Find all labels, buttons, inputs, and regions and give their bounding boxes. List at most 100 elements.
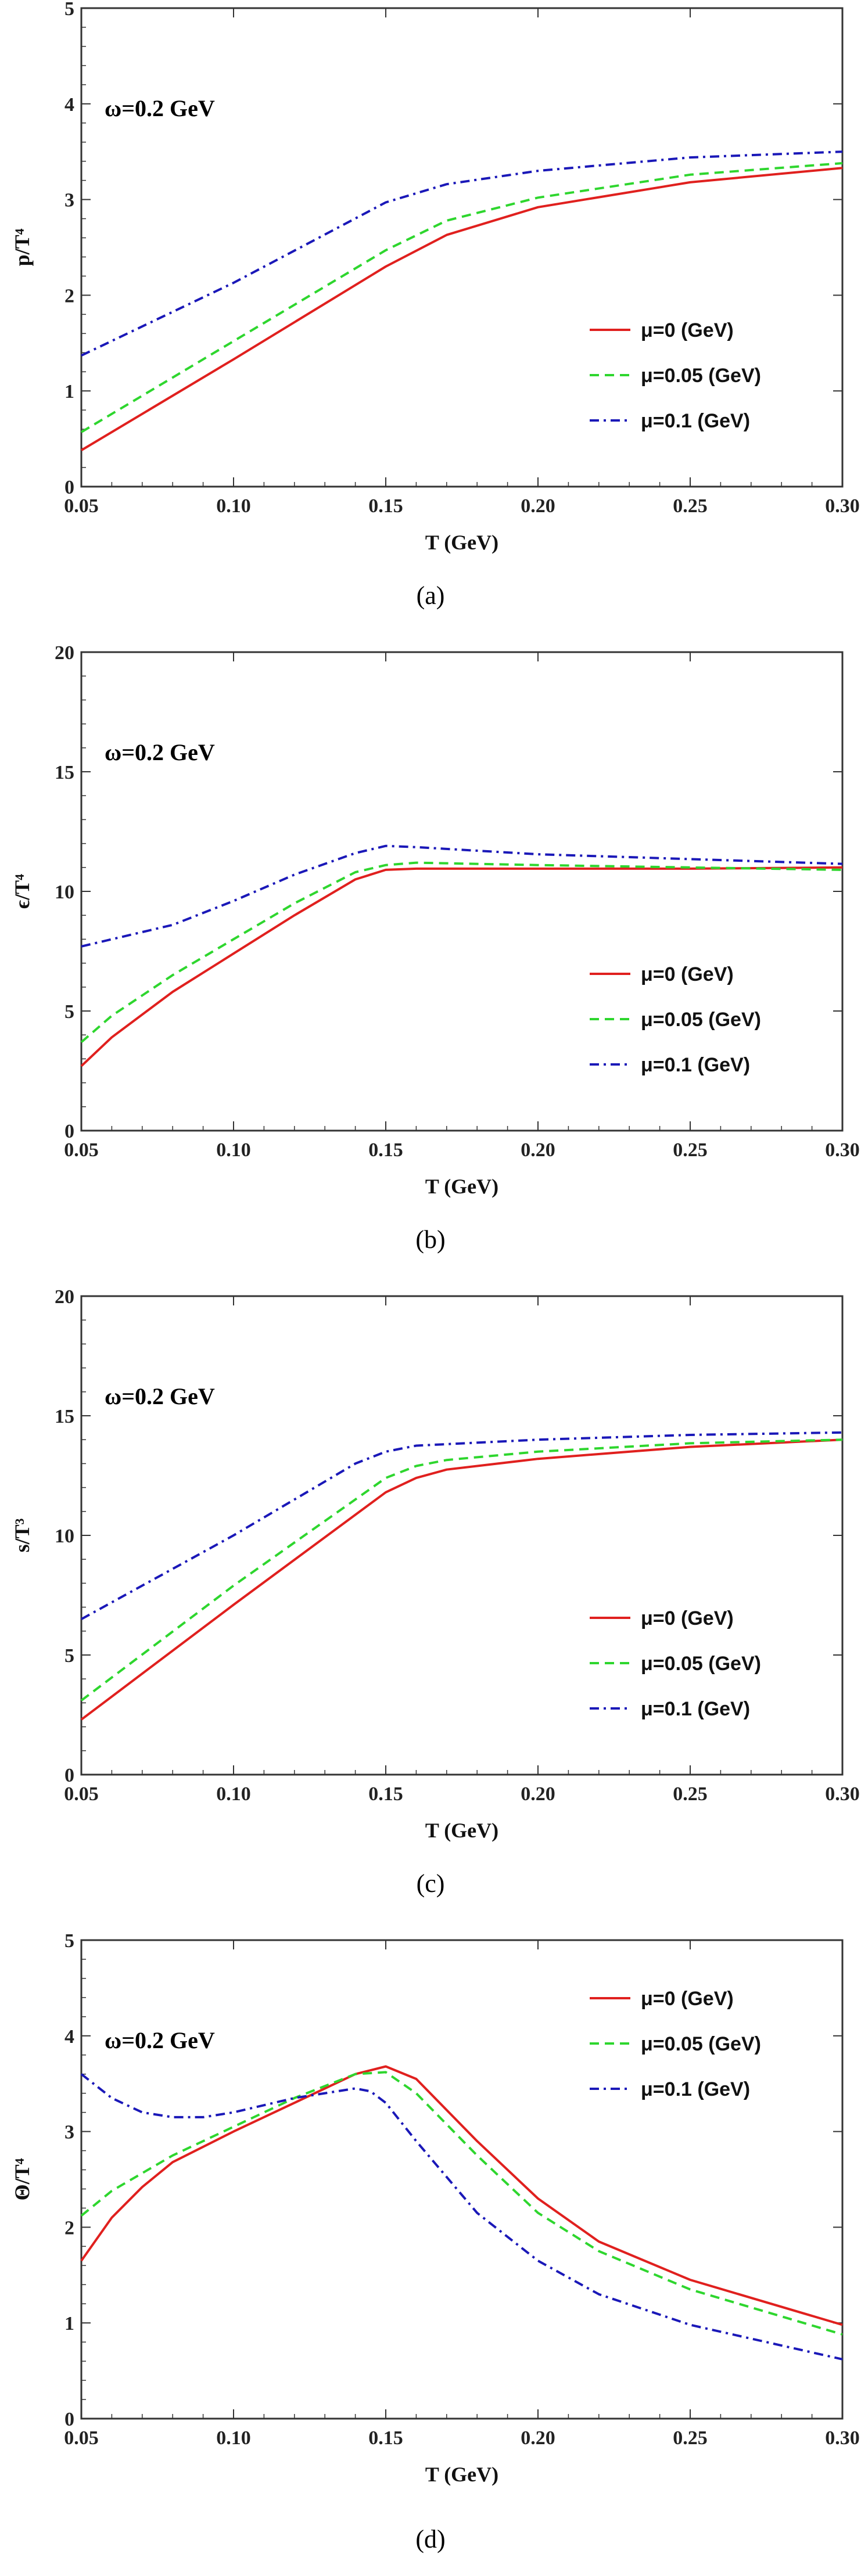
legend-label-1: μ=0 (GeV) — [641, 319, 734, 341]
chart-a: 0.05 0.10 0.15 0.20 0.25 0.30 0 1 2 3 4 5 T (GeV) p/T… — [10, 0, 860, 554]
y-tick-label: 1 — [64, 381, 74, 402]
x-tick-label: 0.20 — [521, 1139, 555, 1161]
chart-b: 0.05 0.10 0.15 0.20 0.25 0.30 0 5 10 15 20 T (GeV) ϵ… — [10, 644, 860, 1198]
x-tick-label: 0.15 — [368, 495, 403, 517]
series-line-3 — [81, 844, 843, 948]
x-tick-label: 0.10 — [216, 1783, 251, 1805]
legend-label-2: μ=0.05 (GeV) — [641, 1653, 761, 1675]
x-tick-label: 0.30 — [825, 1139, 860, 1161]
y-tick-label: 10 — [55, 1526, 74, 1547]
y-tick-label: 3 — [64, 190, 74, 211]
omega-annotation: ω=0.2 GeV — [105, 1383, 215, 1409]
legend-label-2: μ=0.05 (GeV) — [641, 1009, 761, 1031]
y-axis-label: s/T³ — [10, 1518, 34, 1552]
series-line-2 — [80, 1438, 843, 1701]
omega-annotation: ω=0.2 GeV — [105, 95, 215, 121]
y-tick-label: 5 — [64, 1645, 74, 1667]
series-line-3 — [81, 1431, 843, 1620]
x-tick-label: 0.10 — [216, 495, 251, 517]
y-tick-label: 0 — [64, 1121, 74, 1142]
y-tick-label: 1 — [64, 2313, 74, 2334]
caption-d: (d) — [415, 2525, 446, 2553]
y-tick-label: 2 — [64, 2217, 74, 2239]
y-tick-label: 2 — [64, 285, 74, 307]
x-tick-label: 0.05 — [64, 495, 99, 517]
legend-label-3: μ=0.1 (GeV) — [641, 1698, 750, 1720]
x-axis-label: T (GeV) — [425, 2463, 498, 2486]
x-axis-label: T (GeV) — [425, 1175, 498, 1198]
legend-label-2: μ=0.05 (GeV) — [641, 2033, 761, 2055]
series-line-1 — [80, 866, 843, 1067]
y-tick-label: 15 — [55, 762, 74, 783]
x-tick-label: 0.25 — [673, 495, 708, 517]
legend-label-1: μ=0 (GeV) — [641, 1988, 734, 2010]
legend: μ=0 (GeV) μ=0.05 (GeV) μ=0.1 (GeV) — [578, 1971, 810, 2111]
y-tick-label: 15 — [55, 1406, 74, 1427]
panel-d: 0.05 0.10 0.15 0.20 0.25 0.30 0 1 2 3 4 5 T (GeV) Θ/T… — [0, 1932, 861, 2576]
legend-label-3: μ=0.1 (GeV) — [641, 410, 750, 432]
x-tick-label: 0.20 — [521, 2427, 555, 2449]
y-tick-label: 4 — [64, 94, 74, 116]
panel-b: 0.05 0.10 0.15 0.20 0.25 0.30 0 5 10 15 20 T (GeV) ϵ… — [0, 644, 861, 1288]
x-tick-label: 0.25 — [673, 1139, 708, 1161]
x-tick-label: 0.25 — [673, 1783, 708, 1805]
x-tick-label: 0.15 — [368, 1783, 403, 1805]
series-line-2 — [80, 162, 843, 433]
series-line-1 — [80, 2065, 843, 2326]
x-tick-label: 0.10 — [216, 2427, 251, 2449]
x-tick-label: 0.15 — [368, 2427, 403, 2449]
x-tick-label: 0.30 — [825, 1783, 860, 1805]
y-tick-label: 3 — [64, 2122, 74, 2143]
y-axis-label: ϵ/T⁴ — [10, 874, 34, 909]
caption-a: (a) — [416, 581, 445, 610]
legend-label-1: μ=0 (GeV) — [641, 1607, 734, 1629]
y-tick-label: 10 — [55, 882, 74, 903]
x-tick-label: 0.20 — [521, 495, 555, 517]
x-tick-label: 0.05 — [64, 1783, 99, 1805]
legend-label-3: μ=0.1 (GeV) — [641, 1054, 750, 1076]
x-tick-label: 0.05 — [64, 1139, 99, 1161]
series-line-3 — [80, 2073, 843, 2361]
legend: μ=0 (GeV) μ=0.05 (GeV) μ=0.1 (GeV) — [578, 1591, 810, 1730]
x-axis-label: T (GeV) — [425, 531, 498, 554]
y-axis-label: p/T⁴ — [10, 228, 34, 266]
legend-label-2: μ=0.05 (GeV) — [641, 365, 761, 387]
x-tick-label: 0.30 — [825, 495, 860, 517]
x-tick-label: 0.25 — [673, 2427, 708, 2449]
legend: μ=0 (GeV) μ=0.05 (GeV) μ=0.1 (GeV) — [578, 303, 810, 442]
x-tick-label: 0.10 — [216, 1139, 251, 1161]
y-tick-label: 4 — [64, 2026, 74, 2048]
series-line-2 — [80, 2071, 843, 2336]
y-tick-label: 20 — [55, 1288, 74, 1308]
series-line-3 — [81, 150, 843, 357]
y-tick-label: 0 — [64, 1765, 74, 1786]
x-tick-label: 0.30 — [825, 2427, 860, 2449]
chart-d: 0.05 0.10 0.15 0.20 0.25 0.30 0 1 2 3 4 5 T (GeV) Θ/T… — [10, 1932, 860, 2486]
y-tick-label: 5 — [64, 1001, 74, 1023]
omega-annotation: ω=0.2 GeV — [105, 739, 215, 765]
y-tick-label: 5 — [64, 1932, 74, 1952]
plot-frame — [80, 7, 844, 488]
legend-label-3: μ=0.1 (GeV) — [641, 2078, 750, 2100]
y-tick-label: 0 — [64, 2409, 74, 2430]
legend-label-1: μ=0 (GeV) — [641, 963, 734, 985]
x-axis-label: T (GeV) — [425, 1819, 498, 1842]
x-tick-label: 0.05 — [64, 2427, 99, 2449]
series-line-1 — [80, 167, 843, 452]
chart-c: 0.05 0.10 0.15 0.20 0.25 0.30 0 5 10 15 20 T (GeV) s… — [10, 1288, 860, 1842]
y-tick-label: 20 — [55, 644, 74, 664]
y-tick-label: 0 — [64, 477, 74, 498]
y-axis-label: Θ/T⁴ — [10, 2158, 34, 2200]
caption-c: (c) — [416, 1869, 445, 1898]
x-tick-label: 0.15 — [368, 1139, 403, 1161]
y-tick-label: 5 — [64, 0, 74, 20]
series-line-2 — [80, 861, 843, 1044]
panel-c: 0.05 0.10 0.15 0.20 0.25 0.30 0 5 10 15 20 T (GeV) s… — [0, 1288, 861, 1932]
series-line-1 — [80, 1438, 843, 1721]
panel-a: 0.05 0.10 0.15 0.20 0.25 0.30 0 1 2 3 4 5 T (GeV) p/T… — [0, 0, 861, 644]
plot-frame — [80, 1939, 844, 2420]
omega-annotation: ω=0.2 GeV — [105, 2027, 215, 2053]
x-tick-label: 0.20 — [521, 1783, 555, 1805]
caption-b: (b) — [415, 1225, 446, 1254]
legend: μ=0 (GeV) μ=0.05 (GeV) μ=0.1 (GeV) — [578, 947, 810, 1086]
